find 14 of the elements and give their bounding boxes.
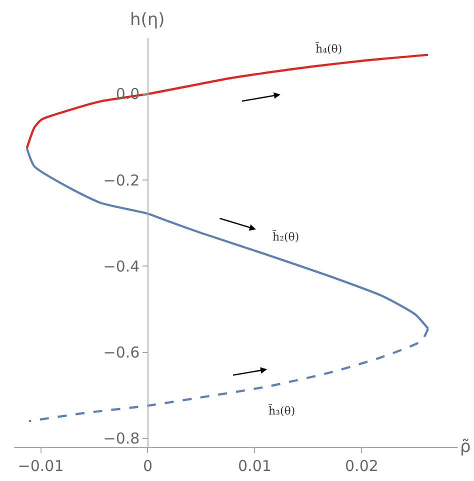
series-label: h̃₄(θ) bbox=[315, 41, 342, 56]
y-axis-title: h(η) bbox=[130, 10, 165, 30]
x-tick-label: 0 bbox=[142, 457, 153, 475]
series-label: h̃₃(θ) bbox=[268, 403, 296, 418]
x-tick-label: −0.01 bbox=[18, 457, 64, 475]
y-tick-label: −0.2 bbox=[103, 171, 140, 190]
x-tick-label: 0.01 bbox=[238, 457, 272, 475]
y-tick-label: −0.8 bbox=[103, 430, 140, 448]
x-tick-label: 0.02 bbox=[345, 457, 378, 475]
x-axis-title: ρ̃ bbox=[460, 437, 471, 457]
line-series bbox=[26, 54, 430, 150]
y-tick-label: −0.6 bbox=[103, 344, 140, 362]
y-tick-label: −0.4 bbox=[103, 257, 140, 276]
series-label: h̃₂(θ) bbox=[272, 229, 300, 244]
